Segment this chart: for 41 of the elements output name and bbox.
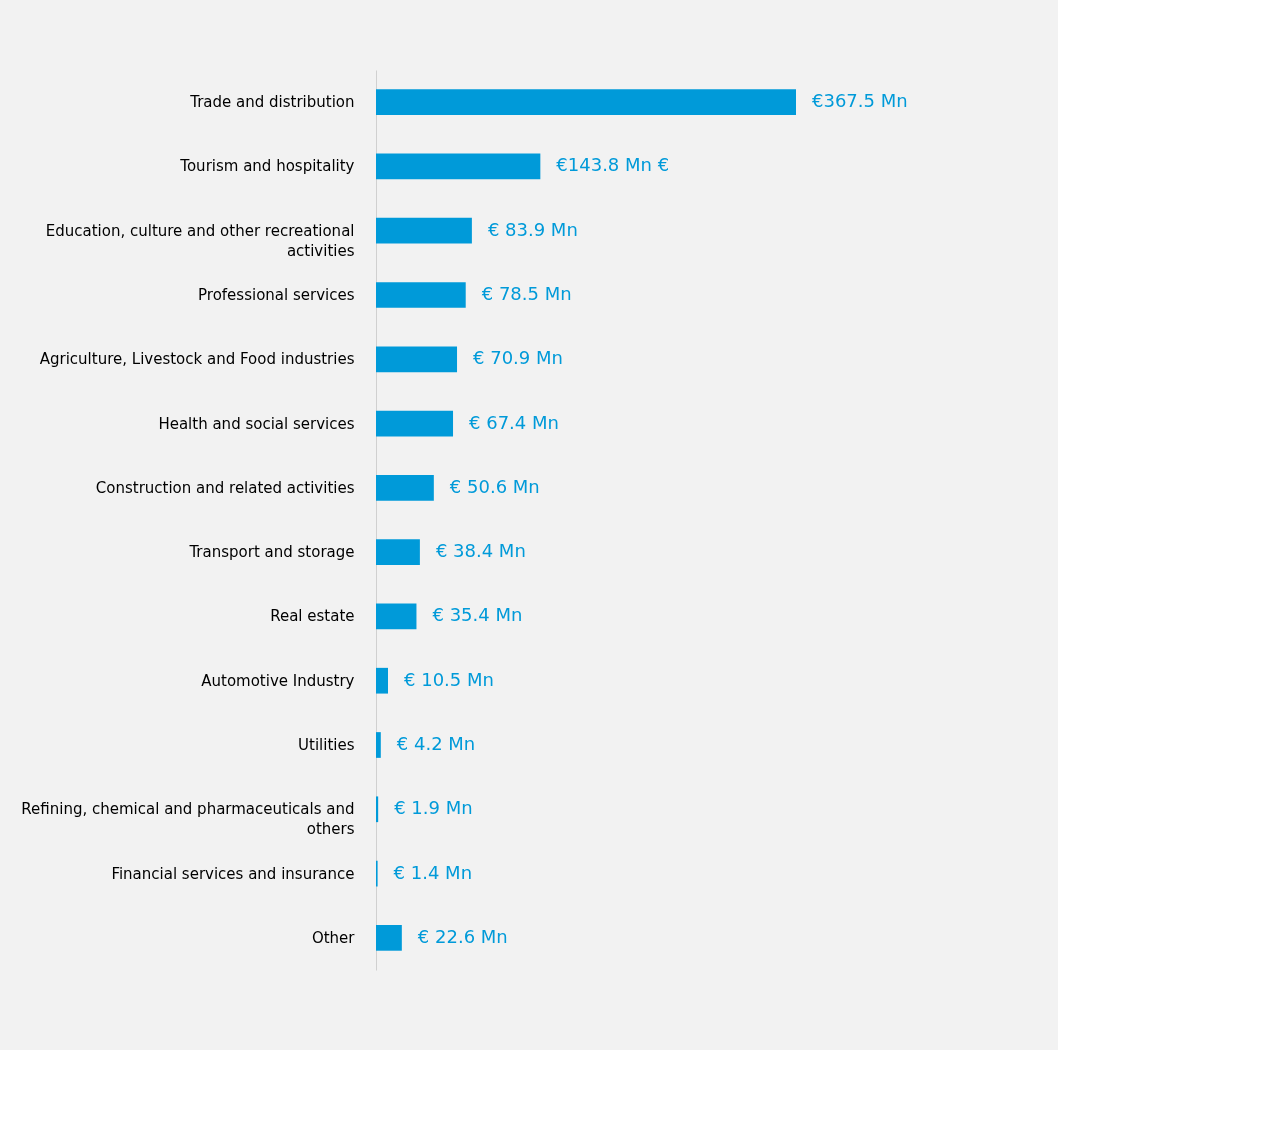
bar [376, 346, 458, 373]
data-label: €367.5 Mn [812, 90, 908, 112]
bar [376, 153, 541, 180]
y-tick-label: Automotive Industry [201, 671, 355, 690]
bar [376, 796, 379, 823]
y-tick-label: Transport and storage [188, 543, 355, 562]
bar [376, 217, 472, 244]
data-label: € 67.4 Mn [469, 411, 559, 433]
y-tick-label: Health and social services [158, 414, 355, 433]
y-tick-label: Construction and related activities [95, 478, 355, 497]
y-tick-label: Agriculture, Livestock and Food industries [39, 350, 355, 369]
data-label: € 83.9 Mn [487, 218, 578, 240]
y-tick-label: Utilities [298, 736, 355, 754]
y-tick-label: Trade and distribution [189, 93, 355, 112]
bar [376, 89, 796, 115]
data-label: € 35.4 Mn [432, 604, 523, 626]
data-label: € 70.9 Mn [473, 347, 563, 369]
data-label: € 10.5 Mn [404, 668, 494, 690]
data-label: € 4.2 Mn [396, 733, 476, 754]
data-label: € 22.6 Mn [417, 925, 508, 947]
y-tick-label: Professional services [198, 286, 355, 304]
y-tick-label: Education, culture and other recreational activities [45, 221, 355, 260]
bar [376, 732, 381, 758]
bar [376, 282, 466, 308]
bar [376, 925, 402, 951]
bar [376, 667, 388, 694]
data-label: € 78.5 Mn [481, 283, 572, 304]
bar [376, 410, 454, 437]
bar [376, 603, 417, 630]
bar [376, 475, 434, 501]
y-tick-label: Tourism and hospitality [179, 157, 355, 176]
y-tick-label: Other [311, 928, 356, 947]
y-tick-label: Real estate [270, 607, 355, 626]
y-tick-label: Financial services and insurance [111, 864, 355, 883]
data-label: € 1.4 Mn [393, 861, 473, 883]
data-label: € 1.9 Mn [394, 797, 473, 819]
y-tick-label: Refining, chemical and pharmaceuticals and others [21, 800, 355, 839]
bar [376, 539, 420, 565]
data-label: € 50.6 Mn [449, 475, 540, 497]
data-label: € 38.4 Mn [435, 540, 526, 562]
data-label: €143.8 Mn € [556, 154, 670, 176]
